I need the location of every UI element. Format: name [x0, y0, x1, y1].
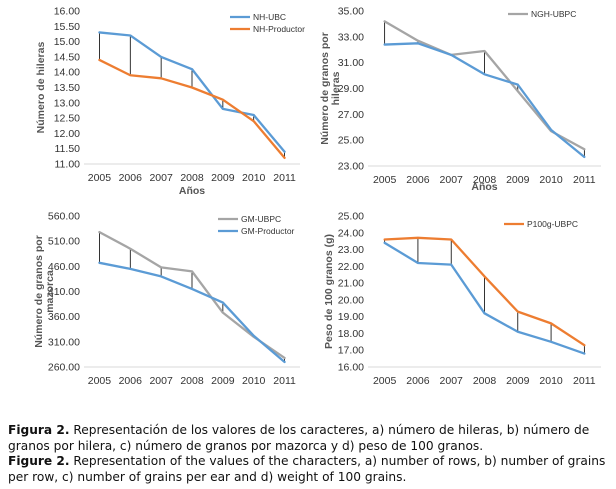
y-tick-label: 24.00: [338, 227, 364, 239]
x-tick-label: 2006: [406, 174, 430, 186]
chart-a-svg: 11.00 11.50 12.00 12.50 13.00 13.50 14.00 14.50…: [35, 6, 305, 198]
x-tick-label: 2006: [119, 172, 143, 184]
y-tick-label: 23.00: [338, 244, 364, 256]
caption-es-text: Representación de los valores de los car…: [8, 423, 590, 453]
y-tick-label: 16.00: [54, 6, 80, 18]
x-tick-label: 2010: [242, 375, 266, 387]
x-tick-label: 2010: [242, 172, 266, 184]
x-tick-label: 2011: [573, 174, 596, 186]
series-line-1: [98, 31, 286, 153]
x-axis-label: Años: [471, 181, 497, 193]
caption-en-text: Representation of the values of the char…: [8, 454, 606, 484]
x-tick-label: 2007: [149, 375, 173, 387]
x-tick-label: 2009: [506, 174, 530, 186]
x-tick-label: 2005: [88, 375, 112, 387]
legend-label: P100g-UBPC: [527, 219, 578, 229]
y-tick-label: 18.00: [338, 328, 364, 340]
x-tick-label: 2008: [473, 174, 497, 186]
chart-d-svg: 16.00 17.00 18.00 19.00 20.00 21.00 22.00 23.00…: [323, 211, 601, 387]
y-axis-label: Número de granos porhileras: [319, 32, 342, 145]
caption-en-label: Figure 2.: [8, 454, 70, 469]
x-tick-label: 2011: [273, 172, 296, 184]
x-tick-label: 2007: [440, 375, 464, 387]
series-line-2: [383, 241, 586, 355]
chart-panel-a: 11.00 11.50 12.00 12.50 13.00 13.50 14.00 14.50…: [34, 3, 310, 199]
y-tick-label: 460.00: [48, 261, 80, 273]
x-tick-label: 2007: [149, 172, 173, 184]
y-tick-label: 25.00: [338, 135, 364, 147]
legend-label: NGH-UBPC: [531, 9, 576, 19]
y-tick-label: 25.00: [338, 211, 364, 223]
y-axis-label: Peso de 100 granos (g): [323, 234, 335, 349]
x-axis-label: Años: [179, 185, 205, 197]
figure-caption: Figura 2. Representación de los valores …: [8, 423, 612, 485]
y-tick-label: 12.00: [54, 128, 80, 140]
y-tick-label: 16.00: [338, 362, 364, 374]
y-tick-label: 12.50: [54, 113, 80, 125]
y-tick-label: 14.50: [54, 51, 80, 63]
caption-spanish: Figura 2. Representación de los valores …: [8, 423, 612, 454]
y-tick-label: 33.00: [338, 31, 364, 43]
y-axis-label: Número de hileras: [35, 42, 47, 134]
y-axis-label: Número de granos pormazorca: [33, 235, 56, 348]
y-tick-label: 31.00: [338, 57, 364, 69]
x-tick-label: 2009: [211, 172, 235, 184]
x-tick-label: 2005: [88, 172, 112, 184]
series-line-1: [383, 20, 586, 151]
y-tick-label: 260.00: [48, 362, 80, 374]
x-tick-label: 2011: [573, 375, 596, 387]
y-tick-label: 13.50: [54, 82, 80, 94]
y-tick-label: 360.00: [48, 311, 80, 323]
series-line-2: [98, 261, 286, 364]
legend-label: GM-UBPC: [241, 214, 281, 224]
legend-label: GM-Productor: [241, 226, 295, 236]
y-tick-label: 20.00: [338, 294, 364, 306]
y-tick-label: 510.00: [48, 236, 80, 248]
y-tick-label: 310.00: [48, 336, 80, 348]
y-tick-label: 21.00: [338, 278, 364, 290]
y-tick-label: 23.00: [338, 161, 364, 173]
chart-panel-b: 23.00 25.00 27.00 29.00 31.00 33.00 35.00 2005 2…: [318, 3, 610, 199]
series-line-1: [383, 236, 586, 347]
chart-b-svg: 23.00 25.00 27.00 29.00 31.00 33.00 35.00 2005 2…: [319, 6, 601, 193]
x-tick-label: 2010: [539, 375, 563, 387]
caption-es-label: Figura 2.: [8, 423, 70, 437]
chart-c-svg: 260.00 310.00 360.00 410.00 460.00 510.00 560.…: [33, 211, 300, 387]
y-tick-label: 15.00: [54, 36, 80, 48]
x-tick-label: 2011: [273, 375, 296, 387]
y-tick-label: 19.00: [338, 311, 364, 323]
series-line-2: [98, 58, 286, 160]
caption-english: Figure 2. Representation of the values o…: [8, 454, 612, 485]
y-tick-label: 27.00: [338, 109, 364, 121]
x-tick-label: 2006: [406, 375, 430, 387]
x-tick-label: 2007: [440, 174, 464, 186]
x-tick-label: 2009: [211, 375, 235, 387]
x-tick-label: 2008: [180, 375, 204, 387]
x-tick-label: 2010: [539, 174, 563, 186]
y-tick-label: 22.00: [338, 261, 364, 273]
y-tick-label: 29.00: [338, 83, 364, 95]
y-tick-label: 14.00: [54, 67, 80, 79]
x-tick-label: 2005: [373, 174, 397, 186]
x-tick-label: 2005: [373, 375, 397, 387]
legend-label: NH-Productor: [253, 24, 305, 34]
x-tick-label: 2009: [506, 375, 530, 387]
y-tick-label: 17.00: [338, 345, 364, 357]
y-tick-label: 15.50: [54, 21, 80, 33]
y-tick-label: 560.00: [48, 211, 80, 223]
y-tick-label: 410.00: [48, 286, 80, 298]
chart-panel-c: 260.00 310.00 360.00 410.00 460.00 510.00 560.…: [33, 208, 310, 400]
x-tick-label: 2008: [473, 375, 497, 387]
chart-panel-d: 16.00 17.00 18.00 19.00 20.00 21.00 22.00 23.00…: [318, 208, 610, 400]
y-tick-label: 11.00: [55, 159, 81, 171]
y-tick-label: 35.00: [338, 6, 364, 18]
y-tick-label: 13.00: [54, 97, 80, 109]
y-tick-label: 11.50: [55, 143, 81, 155]
legend-label: NH-UBC: [253, 12, 286, 22]
series-line-2: [383, 42, 586, 159]
x-tick-label: 2008: [180, 172, 204, 184]
x-tick-label: 2006: [119, 375, 143, 387]
